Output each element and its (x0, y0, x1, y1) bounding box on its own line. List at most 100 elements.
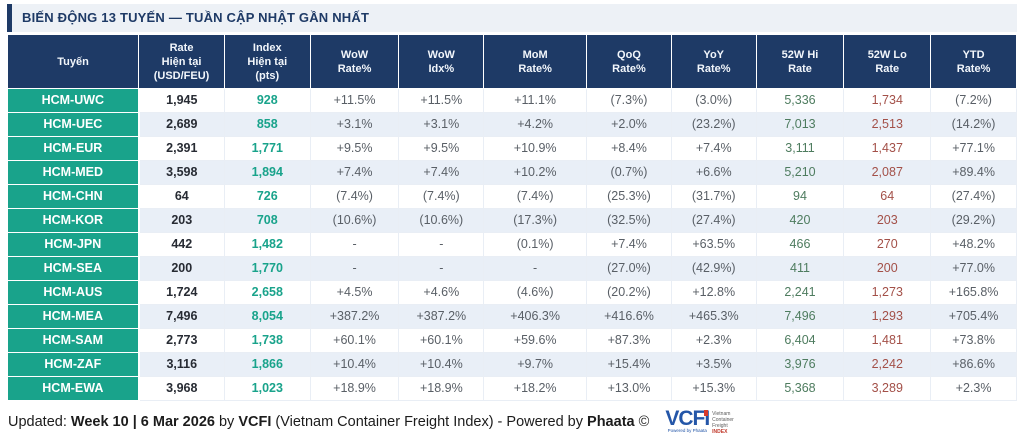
52w-hi-cell: 3,111 (755, 136, 845, 161)
column-header-52w-lo-rate: 52W Lo Rate (843, 34, 932, 89)
yoy-rate-cell: (42.9%) (670, 256, 757, 281)
wow-rate-cell: (7.4%) (309, 184, 400, 209)
update-note: Updated: Week 10 | 6 Mar 2026 by VCFI (V… (8, 414, 649, 430)
wow-rate-cell: (10.6%) (309, 208, 400, 233)
table-row: HCM-MED 3,598 1,894 +7.4% +7.4% +10.2% (0.7%) +… (6, 160, 1017, 185)
column-header-wow-rate: WoW Rate% (309, 34, 400, 89)
route-cell: HCM-ZAF (6, 352, 140, 377)
qoq-rate-cell: +8.4% (586, 136, 672, 161)
index-current-cell: 1,771 (223, 136, 311, 161)
rate-current-cell: 2,773 (138, 328, 225, 353)
wow-rate-cell: +10.4% (309, 352, 400, 377)
mom-rate-cell: (17.3%) (483, 208, 588, 233)
vcfi-logo-tagline: Vietnam Container Freight INDEX (712, 409, 734, 435)
yoy-rate-cell: (23.2%) (670, 112, 757, 137)
table-row: HCM-JPN 442 1,482- - (0.1%) +7.4% +63.5% 466 270… (6, 232, 1017, 257)
column-header-line: YTD (962, 48, 985, 61)
mom-rate-cell: +18.2% (483, 376, 588, 401)
table-row: HCM-CHN 64 726 (7.4%) (7.4%) (7.4%) (25.3%) (31… (6, 184, 1017, 209)
column-header-rate-current: Rate Hiện tại (USD/FEU) (138, 34, 225, 89)
table-row: HCM-EUR 2,391 1,771 +9.5% +9.5% +10.9% +8.4% +7… (6, 136, 1017, 161)
wow-idx-cell: +11.5% (398, 88, 485, 113)
qoq-rate-cell: +416.6% (586, 304, 672, 329)
column-header-line: YoY (703, 48, 724, 61)
route-cell: HCM-AUS (6, 280, 140, 305)
table-row: HCM-SAM 2,773 1,738 +60.1% +60.1% +59.6% +87.3… (6, 328, 1017, 353)
vcfi-logo-tagline-line: Container (712, 417, 734, 423)
wow-rate-cell: +3.1% (309, 112, 400, 137)
column-header-route: Tuyến (6, 34, 140, 89)
wow-idx-cell: +9.5% (398, 136, 485, 161)
ytd-rate-cell: +165.8% (930, 280, 1017, 305)
column-header-line: WoW (340, 48, 369, 61)
52w-lo-cell: 64 (843, 184, 932, 209)
ytd-rate-cell: +77.1% (930, 136, 1017, 161)
index-current-cell: 858 (223, 112, 311, 137)
column-header-line: Rate% (696, 62, 731, 75)
column-header-line: Rate (169, 41, 194, 54)
column-header-qoq-rate: QoQ Rate% (586, 34, 672, 89)
52w-hi-cell: 411 (755, 256, 845, 281)
qoq-rate-cell: (27.0%) (586, 256, 672, 281)
table-row: HCM-SEA 200 1,770- - - (27.0%) (42.9%) 411 200 +7… (6, 256, 1017, 281)
table-row: HCM-MEA 7,496 8,054 +387.2% +387.2% +406.3% +4… (6, 304, 1017, 329)
index-current-cell: 1,738 (223, 328, 311, 353)
mom-rate-cell: (0.1%) (483, 232, 588, 257)
footer: Updated: Week 10 | 6 Mar 2026 by VCFI (V… (7, 401, 1017, 435)
mom-rate-cell: (7.4%) (483, 184, 588, 209)
route-cell: HCM-UEC (6, 112, 140, 137)
column-header-line: Index (252, 41, 282, 54)
update-note-segment: Week 10 | 6 Mar 2026 (70, 414, 215, 430)
wow-rate-cell: +7.4% (309, 160, 400, 185)
52w-lo-cell: 203 (843, 208, 932, 233)
panel-title-bar: BIẾN ĐỘNG 13 TUYẾN — TUẦN CẬP NHẬT GẦN N… (7, 4, 1017, 32)
52w-lo-cell: 1,273 (843, 280, 932, 305)
index-current-cell: 726 (223, 184, 311, 209)
yoy-rate-cell: (3.0%) (670, 88, 757, 113)
vcfi-logo-tagline-line: INDEX (712, 429, 728, 435)
52w-lo-cell: 2,087 (843, 160, 932, 185)
index-current-cell: 1,023 (223, 376, 311, 401)
table-row: HCM-ZAF 3,116 1,866 +10.4% +10.4% +9.7% +15.4%… (6, 352, 1017, 377)
rate-current-cell: 203 (138, 208, 225, 233)
ytd-rate-cell: +77.0% (930, 256, 1017, 281)
wow-rate-cell: - (309, 256, 400, 281)
wow-idx-cell: +3.1% (398, 112, 485, 137)
yoy-rate-cell: +15.3% (670, 376, 757, 401)
update-note-segment: Updated: (8, 414, 71, 430)
index-current-cell: 708 (223, 208, 311, 233)
table-header-row: Tuyến Rate Hiện tại (USD/FEU) Index Hiện tại(… (6, 34, 1017, 89)
rate-current-cell: 200 (138, 256, 225, 281)
ytd-rate-cell: +2.3% (930, 376, 1017, 401)
52w-lo-cell: 1,437 (843, 136, 932, 161)
wow-idx-cell: - (398, 232, 485, 257)
yoy-rate-cell: +7.4% (670, 136, 757, 161)
mom-rate-cell: +406.3% (483, 304, 588, 329)
rate-current-cell: 7,496 (138, 304, 225, 329)
route-cell: HCM-SAM (6, 328, 140, 353)
column-header-line: QoQ (617, 48, 641, 61)
ytd-rate-cell: +705.4% (930, 304, 1017, 329)
yoy-rate-cell: +3.5% (670, 352, 757, 377)
wow-idx-cell: +387.2% (398, 304, 485, 329)
52w-hi-cell: 466 (755, 232, 845, 257)
ytd-rate-cell: (14.2%) (930, 112, 1017, 137)
column-header-line: 52W Hi (781, 48, 819, 61)
route-cell: HCM-SEA (6, 256, 140, 281)
yoy-rate-cell: +6.6% (670, 160, 757, 185)
vcfi-logo-subtext: Powered by Phaata (667, 428, 707, 433)
wow-idx-cell: (7.4%) (398, 184, 485, 209)
column-header-line: WoW (427, 48, 455, 61)
qoq-rate-cell: +87.3% (586, 328, 672, 353)
yoy-rate-cell: +12.8% (670, 280, 757, 305)
column-header-line: Tuyến (57, 55, 89, 68)
rate-current-cell: 3,116 (138, 352, 225, 377)
ytd-rate-cell: (27.4%) (930, 184, 1017, 209)
column-header-52w-hi-rate: 52W Hi Rate (755, 34, 845, 89)
yoy-rate-cell: +465.3% (670, 304, 757, 329)
column-header-line: Rate% (956, 62, 991, 75)
wow-rate-cell: +18.9% (309, 376, 400, 401)
wow-idx-cell: - (398, 256, 485, 281)
mom-rate-cell: +4.2% (483, 112, 588, 137)
update-note-segment: VCFI (238, 414, 272, 430)
